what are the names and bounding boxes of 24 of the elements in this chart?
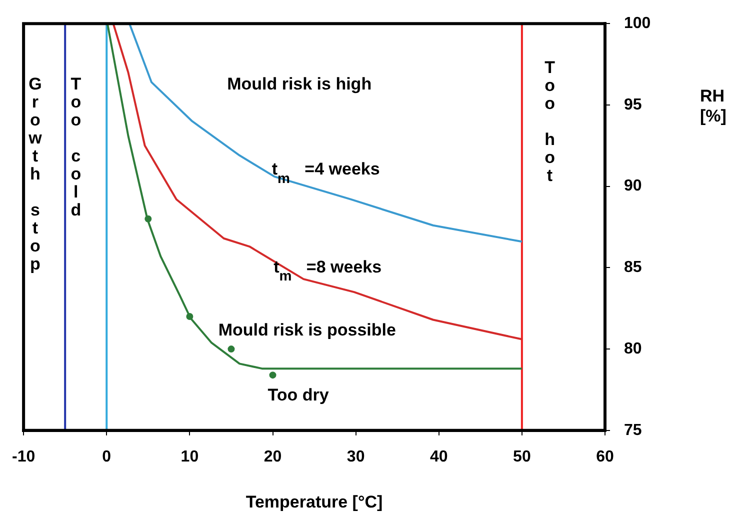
text: Growth stop: [28, 74, 42, 274]
y-tick-label: 100: [624, 15, 651, 32]
x-tick-label: 40: [430, 448, 448, 466]
y-tick-label: 85: [624, 259, 642, 276]
x-tick-label: 60: [596, 448, 614, 466]
point: [228, 346, 235, 353]
y-tick-label: 95: [624, 96, 642, 114]
annotation: Too dry: [268, 386, 330, 405]
y-tick-label: 75: [624, 422, 642, 439]
x-axis-title: Temperature [°C]: [246, 492, 383, 512]
x-tick-label: 30: [346, 448, 365, 466]
x-tick-label: 0: [102, 448, 112, 466]
annotation: Mould risk is high: [227, 74, 372, 94]
point: [269, 372, 276, 379]
y-axis-title: RH [%]: [700, 86, 726, 126]
annotation: Mould risk is possible: [218, 320, 396, 340]
annotation: Too hot: [544, 58, 556, 186]
x-tick-label: 50: [513, 448, 531, 466]
y-tick-label: 90: [624, 178, 642, 195]
x-tick-label: -10: [12, 448, 36, 466]
y-tick-label: 80: [624, 340, 642, 358]
x-tick-label: 10: [180, 448, 199, 466]
annotation: Too cold: [70, 74, 82, 220]
x-tick-label: 20: [264, 448, 282, 466]
